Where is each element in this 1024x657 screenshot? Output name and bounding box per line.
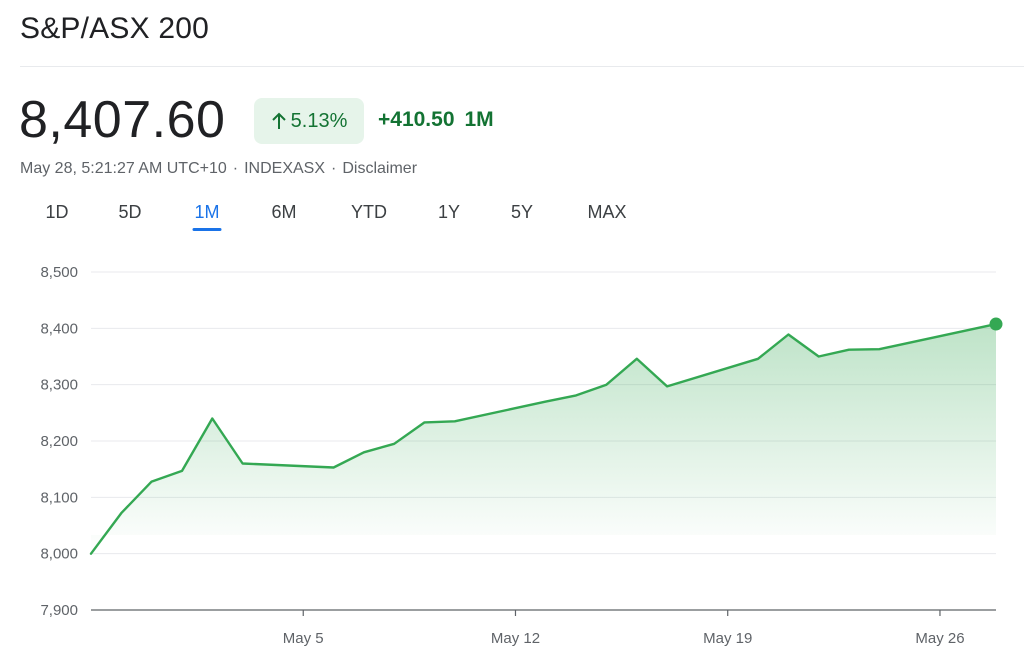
tab-label: 6M [271,202,297,222]
tab-label: 5D [118,202,142,222]
arrow-up-icon [271,112,287,130]
price-line [89,322,998,555]
data-point [120,512,122,514]
data-point [393,443,395,445]
data-point [757,358,759,360]
data-point [181,470,183,472]
change-value: +410.50 [378,108,455,131]
tab-max[interactable]: MAX [583,198,630,231]
tab-label: 5Y [510,202,534,222]
x-tick-label: May 26 [915,630,964,647]
last-point-marker [989,317,1003,331]
data-point [878,348,880,350]
data-point [636,358,638,360]
change-summary: +410.50 1M [378,108,494,132]
x-tick-label: May 5 [283,630,324,647]
x-tick-label: May 12 [491,630,540,647]
y-tick-label: 8,500 [40,264,78,281]
data-point [211,417,213,419]
tab-ytd[interactable]: YTD [347,198,391,231]
data-point [666,385,668,387]
x-tick-label: May 19 [703,630,752,647]
data-point [242,463,244,465]
data-point [787,334,789,336]
current-price: 8,407.60 [19,91,226,149]
tab-label: YTD [351,202,387,222]
y-tick-label: 7,900 [40,602,78,619]
tab-label: 1M [194,202,220,222]
data-point [545,401,547,403]
tab-5y[interactable]: 5Y [507,198,537,231]
page-title: S&P/ASX 200 [20,12,209,45]
y-tick-label: 8,000 [40,546,78,563]
data-point [151,481,153,483]
area-fill [91,324,996,554]
data-point [605,384,607,386]
data-point [333,466,335,468]
y-tick-label: 8,300 [40,377,78,394]
disclaimer-link[interactable]: Disclaimer [342,160,418,177]
tab-label: MAX [587,202,627,222]
change-period: 1M [464,108,494,131]
data-point [818,356,820,358]
y-tick-label: 8,400 [40,320,78,337]
tab-label: 1D [45,202,69,222]
tab-5d[interactable]: 5D [114,198,145,231]
y-tick-label: 8,100 [40,489,78,506]
change-percent-badge: 5.13% [254,98,364,144]
quote-timestamp: May 28, 5:21:27 AM UTC+10 [20,160,227,177]
header-divider [20,66,1024,67]
change-percent: 5.13% [290,109,348,132]
tab-label: 1Y [437,202,461,222]
tab-1d[interactable]: 1D [41,198,72,231]
data-point [454,420,456,422]
exchange-name: INDEXASX [244,160,326,177]
price-chart[interactable]: 7,900 8,000 8,100 8,200 8,300 8,400 8,500 May 5… [0,240,1024,657]
data-point [363,451,365,453]
y-tick-label: 8,200 [40,433,78,450]
tab-1y[interactable]: 1Y [434,198,464,231]
quote-meta: May 28, 5:21:27 AM UTC+10 · INDEXASX · Discl… [20,160,418,177]
data-point [848,349,850,351]
data-point [575,394,577,396]
tab-1m[interactable]: 1M [190,198,223,231]
data-point [90,553,92,555]
tab-6m[interactable]: 6M [267,198,300,231]
data-point [424,421,426,423]
